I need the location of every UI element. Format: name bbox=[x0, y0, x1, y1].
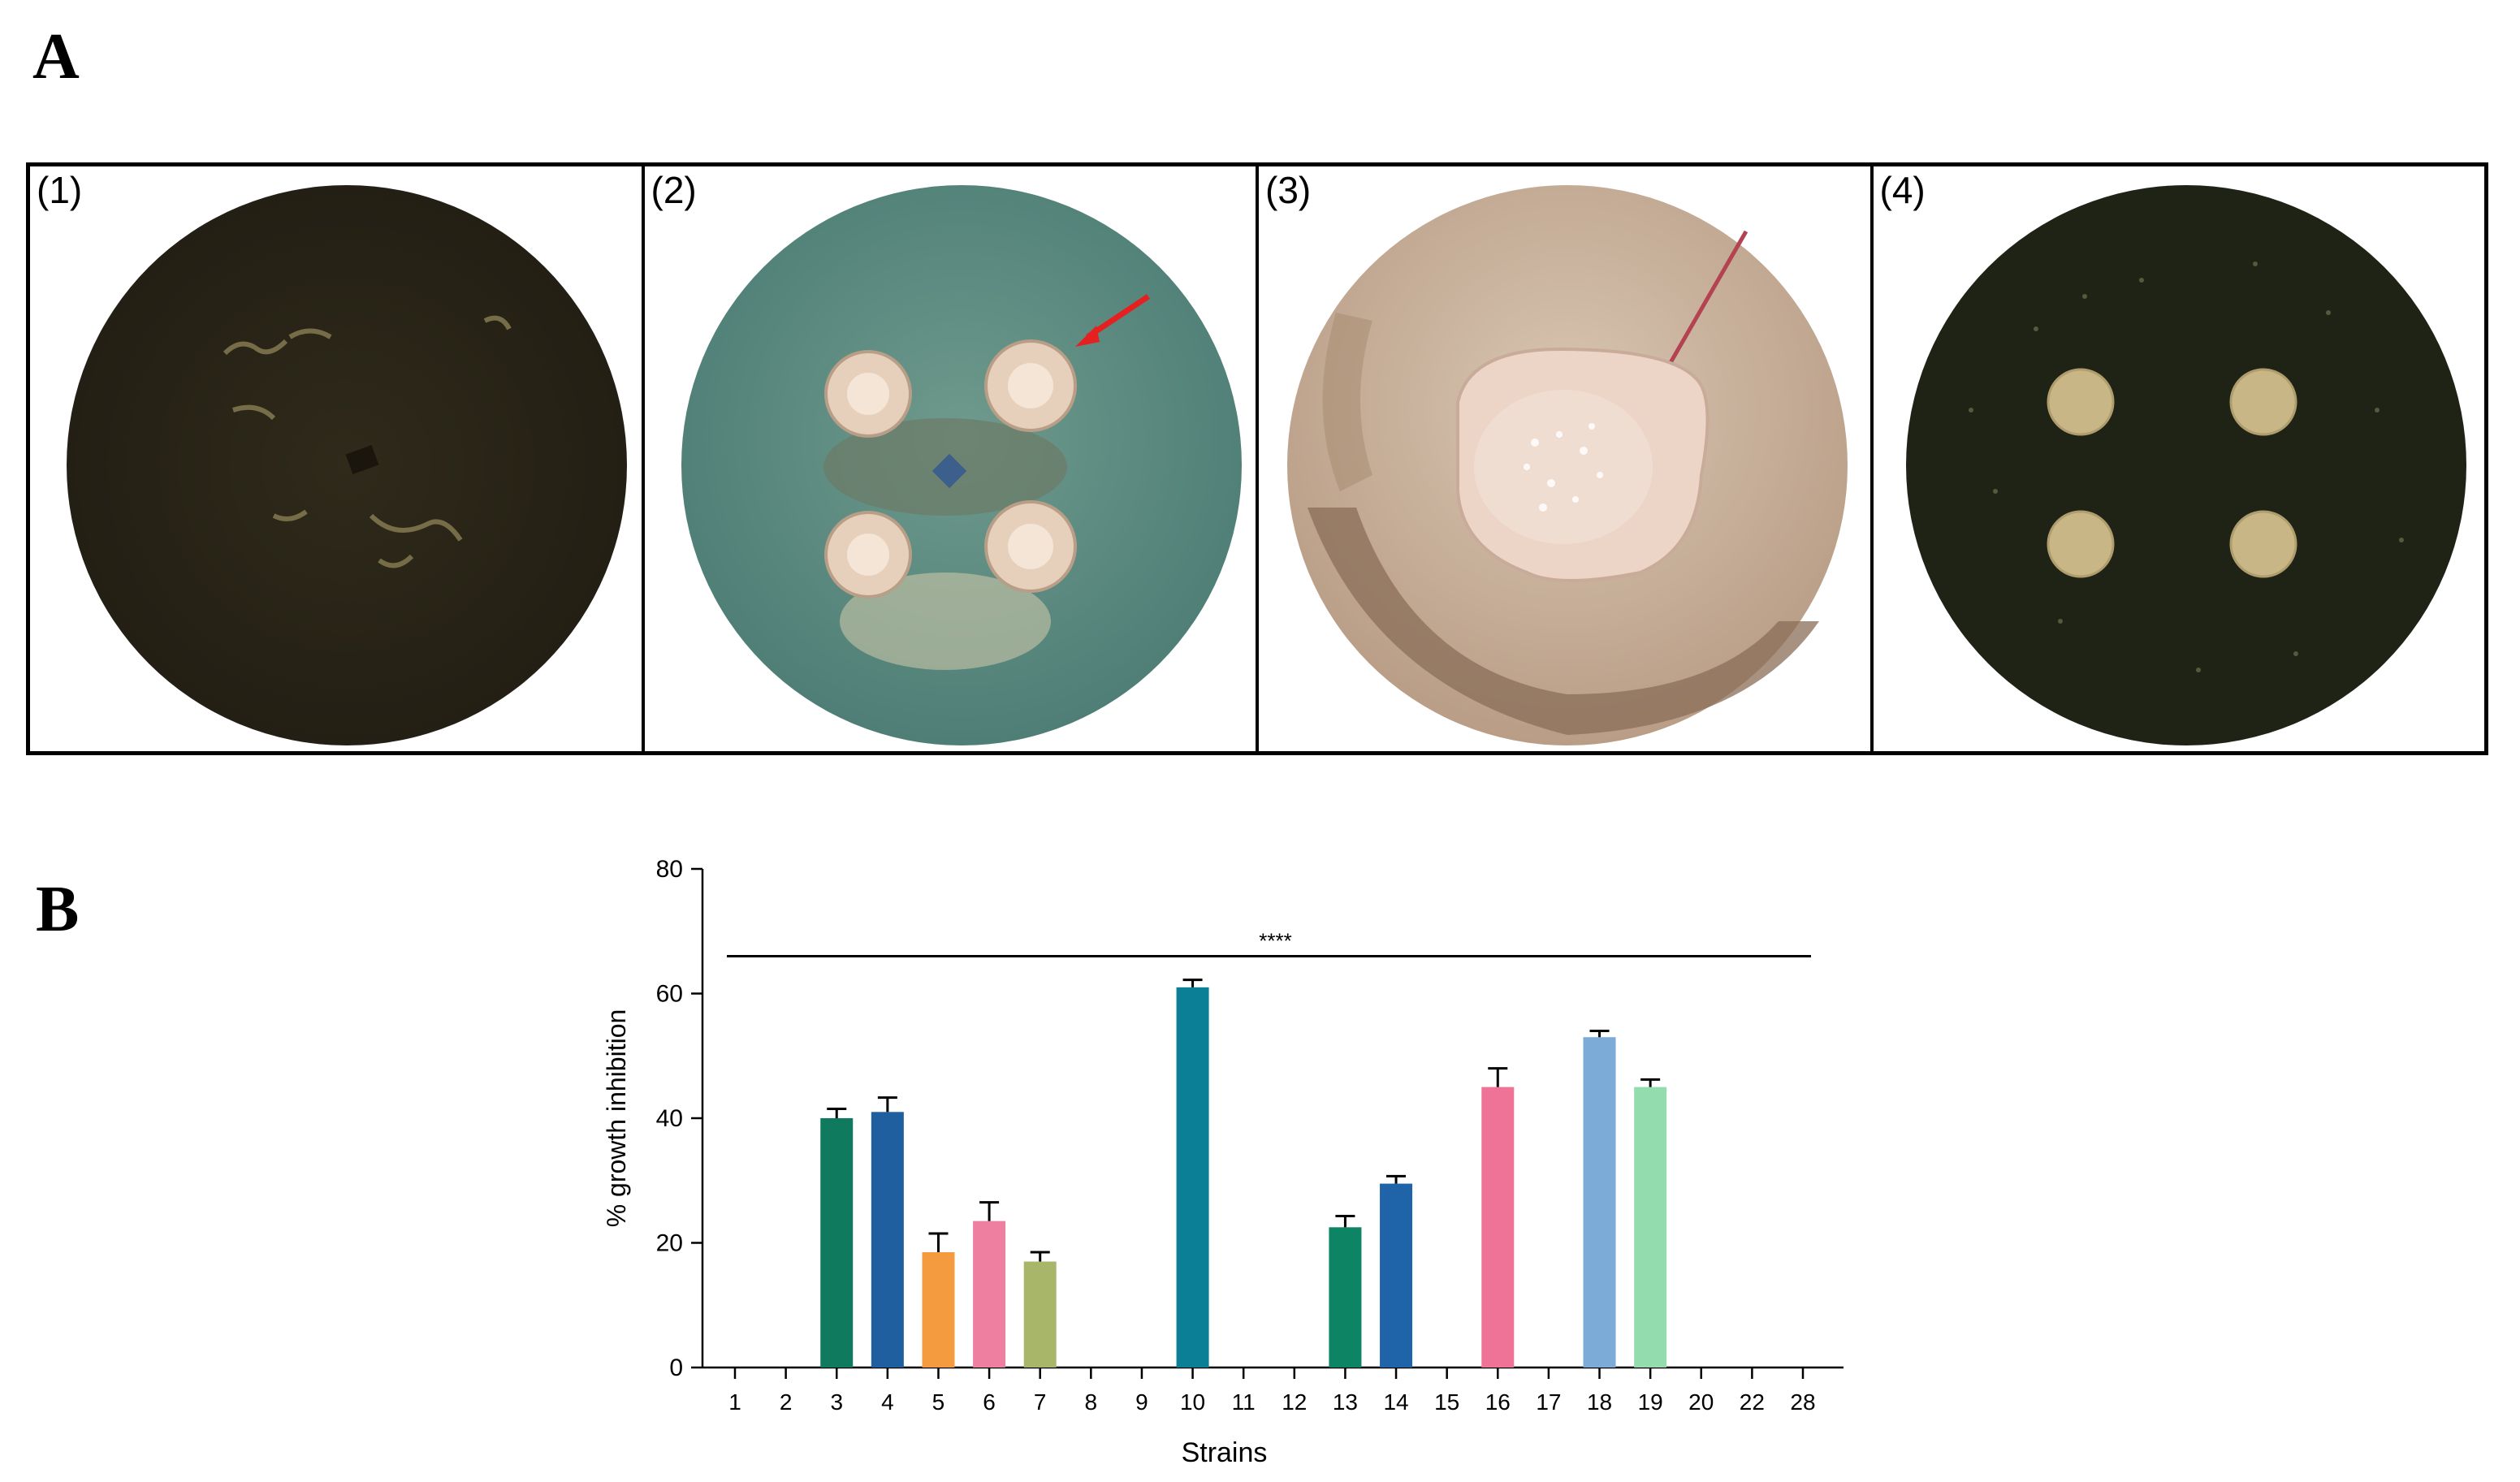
x-tick-label: 20 bbox=[1688, 1389, 1714, 1415]
plate-with-four-small-colonies-icon bbox=[1905, 185, 2466, 745]
x-tick-label: 8 bbox=[1085, 1389, 1098, 1415]
x-tick-label: 1 bbox=[728, 1389, 741, 1415]
x-tick-label: 12 bbox=[1282, 1389, 1307, 1415]
x-tick-label: 15 bbox=[1434, 1389, 1459, 1415]
plate-4: (4) bbox=[1874, 166, 2485, 751]
plate-2-label: (2) bbox=[651, 169, 697, 211]
x-tick-label: 10 bbox=[1180, 1389, 1205, 1415]
x-tick-label: 5 bbox=[932, 1389, 945, 1415]
x-axis-label: Strains bbox=[1182, 1437, 1268, 1468]
plates-panel: (1) bbox=[26, 162, 2488, 755]
x-tick-label: 4 bbox=[881, 1389, 894, 1415]
y-tick-label: 0 bbox=[669, 1355, 683, 1381]
bar bbox=[1481, 1087, 1515, 1368]
x-tick-label: 16 bbox=[1485, 1389, 1511, 1415]
panel-letter-a: A bbox=[32, 21, 80, 93]
x-tick-label: 9 bbox=[1135, 1389, 1148, 1415]
bar bbox=[1634, 1087, 1667, 1368]
x-tick-label: 6 bbox=[983, 1389, 996, 1415]
x-tick-label: 19 bbox=[1638, 1389, 1663, 1415]
plate-with-four-colonies-arrow-icon bbox=[681, 185, 1242, 745]
bar bbox=[1176, 987, 1209, 1368]
x-tick-label: 13 bbox=[1333, 1389, 1358, 1415]
panel-letter-b: B bbox=[36, 874, 80, 945]
y-tick-label: 60 bbox=[656, 981, 683, 1008]
plate-1: (1) bbox=[30, 166, 645, 751]
x-tick-label: 11 bbox=[1232, 1389, 1256, 1415]
y-tick-label: 20 bbox=[656, 1230, 683, 1257]
plate-with-central-colony-icon bbox=[1287, 185, 1848, 745]
plate-3-label: (3) bbox=[1265, 169, 1312, 211]
x-tick-label: 22 bbox=[1740, 1389, 1765, 1415]
plate-1-label: (1) bbox=[37, 169, 83, 211]
bar bbox=[973, 1221, 1006, 1368]
y-tick-label: 40 bbox=[656, 1105, 683, 1132]
bar bbox=[922, 1252, 955, 1368]
bar bbox=[1023, 1261, 1057, 1368]
x-tick-label: 17 bbox=[1536, 1389, 1561, 1415]
y-tick-label: 80 bbox=[656, 856, 683, 883]
fungal-plate-dark-icon bbox=[67, 185, 627, 745]
y-axis-label: % growth inhibition bbox=[602, 1009, 631, 1228]
bar bbox=[1329, 1227, 1362, 1368]
x-tick-label: 18 bbox=[1587, 1389, 1612, 1415]
bar bbox=[871, 1112, 904, 1368]
plate-4-label: (4) bbox=[1879, 169, 1926, 211]
x-tick-label: 7 bbox=[1034, 1389, 1047, 1415]
x-tick-label: 28 bbox=[1790, 1389, 1815, 1415]
bar bbox=[1583, 1037, 1616, 1368]
bar bbox=[1380, 1183, 1413, 1368]
growth-inhibition-chart: 0 20 40 60 80 **** 1 2 3 4 5 6 7 8 9 10 11 12 13 14 15 16 17 18… bbox=[568, 836, 1868, 1478]
x-tick-label: 2 bbox=[780, 1389, 793, 1415]
x-tick-label: 3 bbox=[830, 1389, 843, 1415]
plate-2: (2) bbox=[645, 166, 1259, 751]
bar bbox=[820, 1118, 854, 1368]
x-tick-label: 14 bbox=[1383, 1389, 1408, 1415]
plate-3: (3) bbox=[1259, 166, 1874, 751]
significance-label: **** bbox=[1259, 928, 1291, 953]
